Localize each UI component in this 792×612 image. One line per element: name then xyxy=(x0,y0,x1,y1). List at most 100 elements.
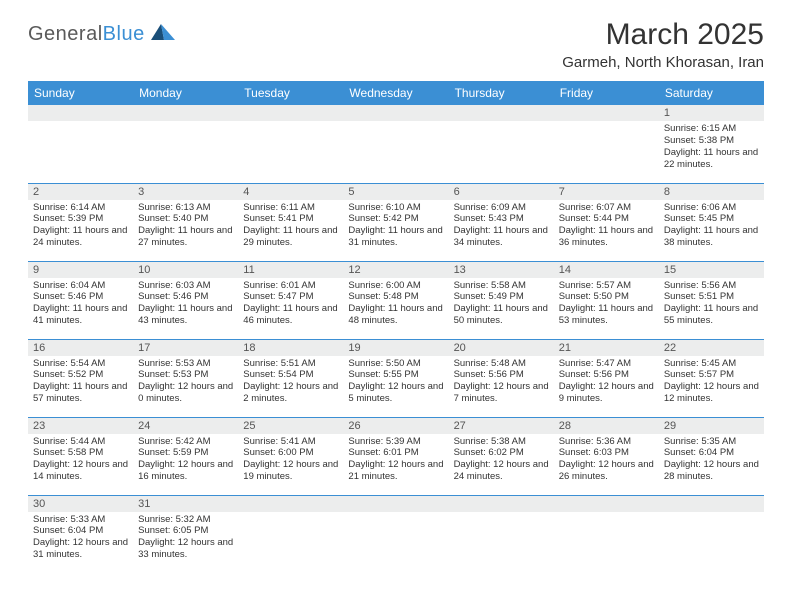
day-body: Sunrise: 6:01 AMSunset: 5:47 PMDaylight:… xyxy=(238,278,343,332)
calendar-cell-empty xyxy=(659,495,764,573)
calendar-cell: 18Sunrise: 5:51 AMSunset: 5:54 PMDayligh… xyxy=(238,339,343,417)
day-number-empty xyxy=(238,496,343,512)
day-number: 18 xyxy=(238,340,343,356)
calendar-cell: 12Sunrise: 6:00 AMSunset: 5:48 PMDayligh… xyxy=(343,261,448,339)
day-body: Sunrise: 5:39 AMSunset: 6:01 PMDaylight:… xyxy=(343,434,448,488)
day-number: 19 xyxy=(343,340,448,356)
day-body: Sunrise: 5:32 AMSunset: 6:05 PMDaylight:… xyxy=(133,512,238,566)
calendar-row: 9Sunrise: 6:04 AMSunset: 5:46 PMDaylight… xyxy=(28,261,764,339)
day-number: 22 xyxy=(659,340,764,356)
day-number: 5 xyxy=(343,184,448,200)
day-number: 7 xyxy=(554,184,659,200)
calendar-cell: 10Sunrise: 6:03 AMSunset: 5:46 PMDayligh… xyxy=(133,261,238,339)
day-number: 24 xyxy=(133,418,238,434)
header: GeneralBlue March 2025 Garmeh, North Kho… xyxy=(28,18,764,75)
calendar-cell: 4Sunrise: 6:11 AMSunset: 5:41 PMDaylight… xyxy=(238,183,343,261)
day-number: 31 xyxy=(133,496,238,512)
day-number: 4 xyxy=(238,184,343,200)
calendar-cell: 3Sunrise: 6:13 AMSunset: 5:40 PMDaylight… xyxy=(133,183,238,261)
day-number: 23 xyxy=(28,418,133,434)
calendar-cell: 30Sunrise: 5:33 AMSunset: 6:04 PMDayligh… xyxy=(28,495,133,573)
day-body: Sunrise: 6:15 AMSunset: 5:38 PMDaylight:… xyxy=(659,121,764,175)
day-number-empty xyxy=(449,496,554,512)
day-number: 9 xyxy=(28,262,133,278)
logo-part2: Blue xyxy=(103,23,145,45)
page: GeneralBlue March 2025 Garmeh, North Kho… xyxy=(0,0,792,583)
day-number: 11 xyxy=(238,262,343,278)
weekday-header: Sunday xyxy=(28,81,133,105)
weekday-header: Friday xyxy=(554,81,659,105)
day-body: Sunrise: 5:42 AMSunset: 5:59 PMDaylight:… xyxy=(133,434,238,488)
calendar-cell-empty xyxy=(449,495,554,573)
weekday-header: Thursday xyxy=(449,81,554,105)
calendar-cell: 23Sunrise: 5:44 AMSunset: 5:58 PMDayligh… xyxy=(28,417,133,495)
weekday-header: Tuesday xyxy=(238,81,343,105)
day-number: 12 xyxy=(343,262,448,278)
calendar-cell: 24Sunrise: 5:42 AMSunset: 5:59 PMDayligh… xyxy=(133,417,238,495)
calendar-table: SundayMondayTuesdayWednesdayThursdayFrid… xyxy=(28,81,764,573)
calendar-cell: 5Sunrise: 6:10 AMSunset: 5:42 PMDaylight… xyxy=(343,183,448,261)
calendar-row: 23Sunrise: 5:44 AMSunset: 5:58 PMDayligh… xyxy=(28,417,764,495)
day-body: Sunrise: 5:54 AMSunset: 5:52 PMDaylight:… xyxy=(28,356,133,410)
calendar-cell: 22Sunrise: 5:45 AMSunset: 5:57 PMDayligh… xyxy=(659,339,764,417)
calendar-cell-empty xyxy=(449,105,554,183)
day-number: 26 xyxy=(343,418,448,434)
day-body: Sunrise: 6:00 AMSunset: 5:48 PMDaylight:… xyxy=(343,278,448,332)
day-body: Sunrise: 6:13 AMSunset: 5:40 PMDaylight:… xyxy=(133,200,238,254)
day-number: 13 xyxy=(449,262,554,278)
day-number: 8 xyxy=(659,184,764,200)
day-body: Sunrise: 6:09 AMSunset: 5:43 PMDaylight:… xyxy=(449,200,554,254)
day-number-empty xyxy=(449,105,554,121)
day-number: 1 xyxy=(659,105,764,121)
calendar-cell-empty xyxy=(343,105,448,183)
calendar-cell: 29Sunrise: 5:35 AMSunset: 6:04 PMDayligh… xyxy=(659,417,764,495)
calendar-cell: 2Sunrise: 6:14 AMSunset: 5:39 PMDaylight… xyxy=(28,183,133,261)
calendar-head: SundayMondayTuesdayWednesdayThursdayFrid… xyxy=(28,81,764,105)
calendar-row: 2Sunrise: 6:14 AMSunset: 5:39 PMDaylight… xyxy=(28,183,764,261)
day-body: Sunrise: 5:47 AMSunset: 5:56 PMDaylight:… xyxy=(554,356,659,410)
logo-part1: General xyxy=(28,23,103,45)
calendar-cell-empty xyxy=(343,495,448,573)
day-number-empty xyxy=(343,105,448,121)
calendar-cell: 8Sunrise: 6:06 AMSunset: 5:45 PMDaylight… xyxy=(659,183,764,261)
day-number: 16 xyxy=(28,340,133,356)
calendar-cell-empty xyxy=(238,105,343,183)
day-number: 6 xyxy=(449,184,554,200)
calendar-cell-empty xyxy=(554,105,659,183)
calendar-cell: 20Sunrise: 5:48 AMSunset: 5:56 PMDayligh… xyxy=(449,339,554,417)
day-body: Sunrise: 5:44 AMSunset: 5:58 PMDaylight:… xyxy=(28,434,133,488)
day-body: Sunrise: 5:35 AMSunset: 6:04 PMDaylight:… xyxy=(659,434,764,488)
calendar-cell: 27Sunrise: 5:38 AMSunset: 6:02 PMDayligh… xyxy=(449,417,554,495)
calendar-cell: 6Sunrise: 6:09 AMSunset: 5:43 PMDaylight… xyxy=(449,183,554,261)
day-number-empty xyxy=(133,105,238,121)
month-title: March 2025 xyxy=(562,18,764,52)
day-number-empty xyxy=(343,496,448,512)
day-body: Sunrise: 5:36 AMSunset: 6:03 PMDaylight:… xyxy=(554,434,659,488)
day-number: 25 xyxy=(238,418,343,434)
day-number: 2 xyxy=(28,184,133,200)
calendar-cell: 15Sunrise: 5:56 AMSunset: 5:51 PMDayligh… xyxy=(659,261,764,339)
day-body: Sunrise: 5:50 AMSunset: 5:55 PMDaylight:… xyxy=(343,356,448,410)
day-number: 30 xyxy=(28,496,133,512)
location: Garmeh, North Khorasan, Iran xyxy=(562,54,764,71)
calendar-cell: 16Sunrise: 5:54 AMSunset: 5:52 PMDayligh… xyxy=(28,339,133,417)
calendar-cell: 9Sunrise: 6:04 AMSunset: 5:46 PMDaylight… xyxy=(28,261,133,339)
day-number: 27 xyxy=(449,418,554,434)
day-body: Sunrise: 5:51 AMSunset: 5:54 PMDaylight:… xyxy=(238,356,343,410)
day-body: Sunrise: 5:48 AMSunset: 5:56 PMDaylight:… xyxy=(449,356,554,410)
calendar-cell: 7Sunrise: 6:07 AMSunset: 5:44 PMDaylight… xyxy=(554,183,659,261)
calendar-cell: 28Sunrise: 5:36 AMSunset: 6:03 PMDayligh… xyxy=(554,417,659,495)
calendar-cell-empty xyxy=(28,105,133,183)
day-number: 15 xyxy=(659,262,764,278)
day-number: 29 xyxy=(659,418,764,434)
weekday-row: SundayMondayTuesdayWednesdayThursdayFrid… xyxy=(28,81,764,105)
day-body: Sunrise: 5:38 AMSunset: 6:02 PMDaylight:… xyxy=(449,434,554,488)
day-number-empty xyxy=(554,496,659,512)
day-number: 10 xyxy=(133,262,238,278)
calendar-cell: 19Sunrise: 5:50 AMSunset: 5:55 PMDayligh… xyxy=(343,339,448,417)
day-body: Sunrise: 5:57 AMSunset: 5:50 PMDaylight:… xyxy=(554,278,659,332)
calendar-cell-empty xyxy=(133,105,238,183)
calendar-cell: 25Sunrise: 5:41 AMSunset: 6:00 PMDayligh… xyxy=(238,417,343,495)
day-body: Sunrise: 6:11 AMSunset: 5:41 PMDaylight:… xyxy=(238,200,343,254)
day-body: Sunrise: 6:03 AMSunset: 5:46 PMDaylight:… xyxy=(133,278,238,332)
